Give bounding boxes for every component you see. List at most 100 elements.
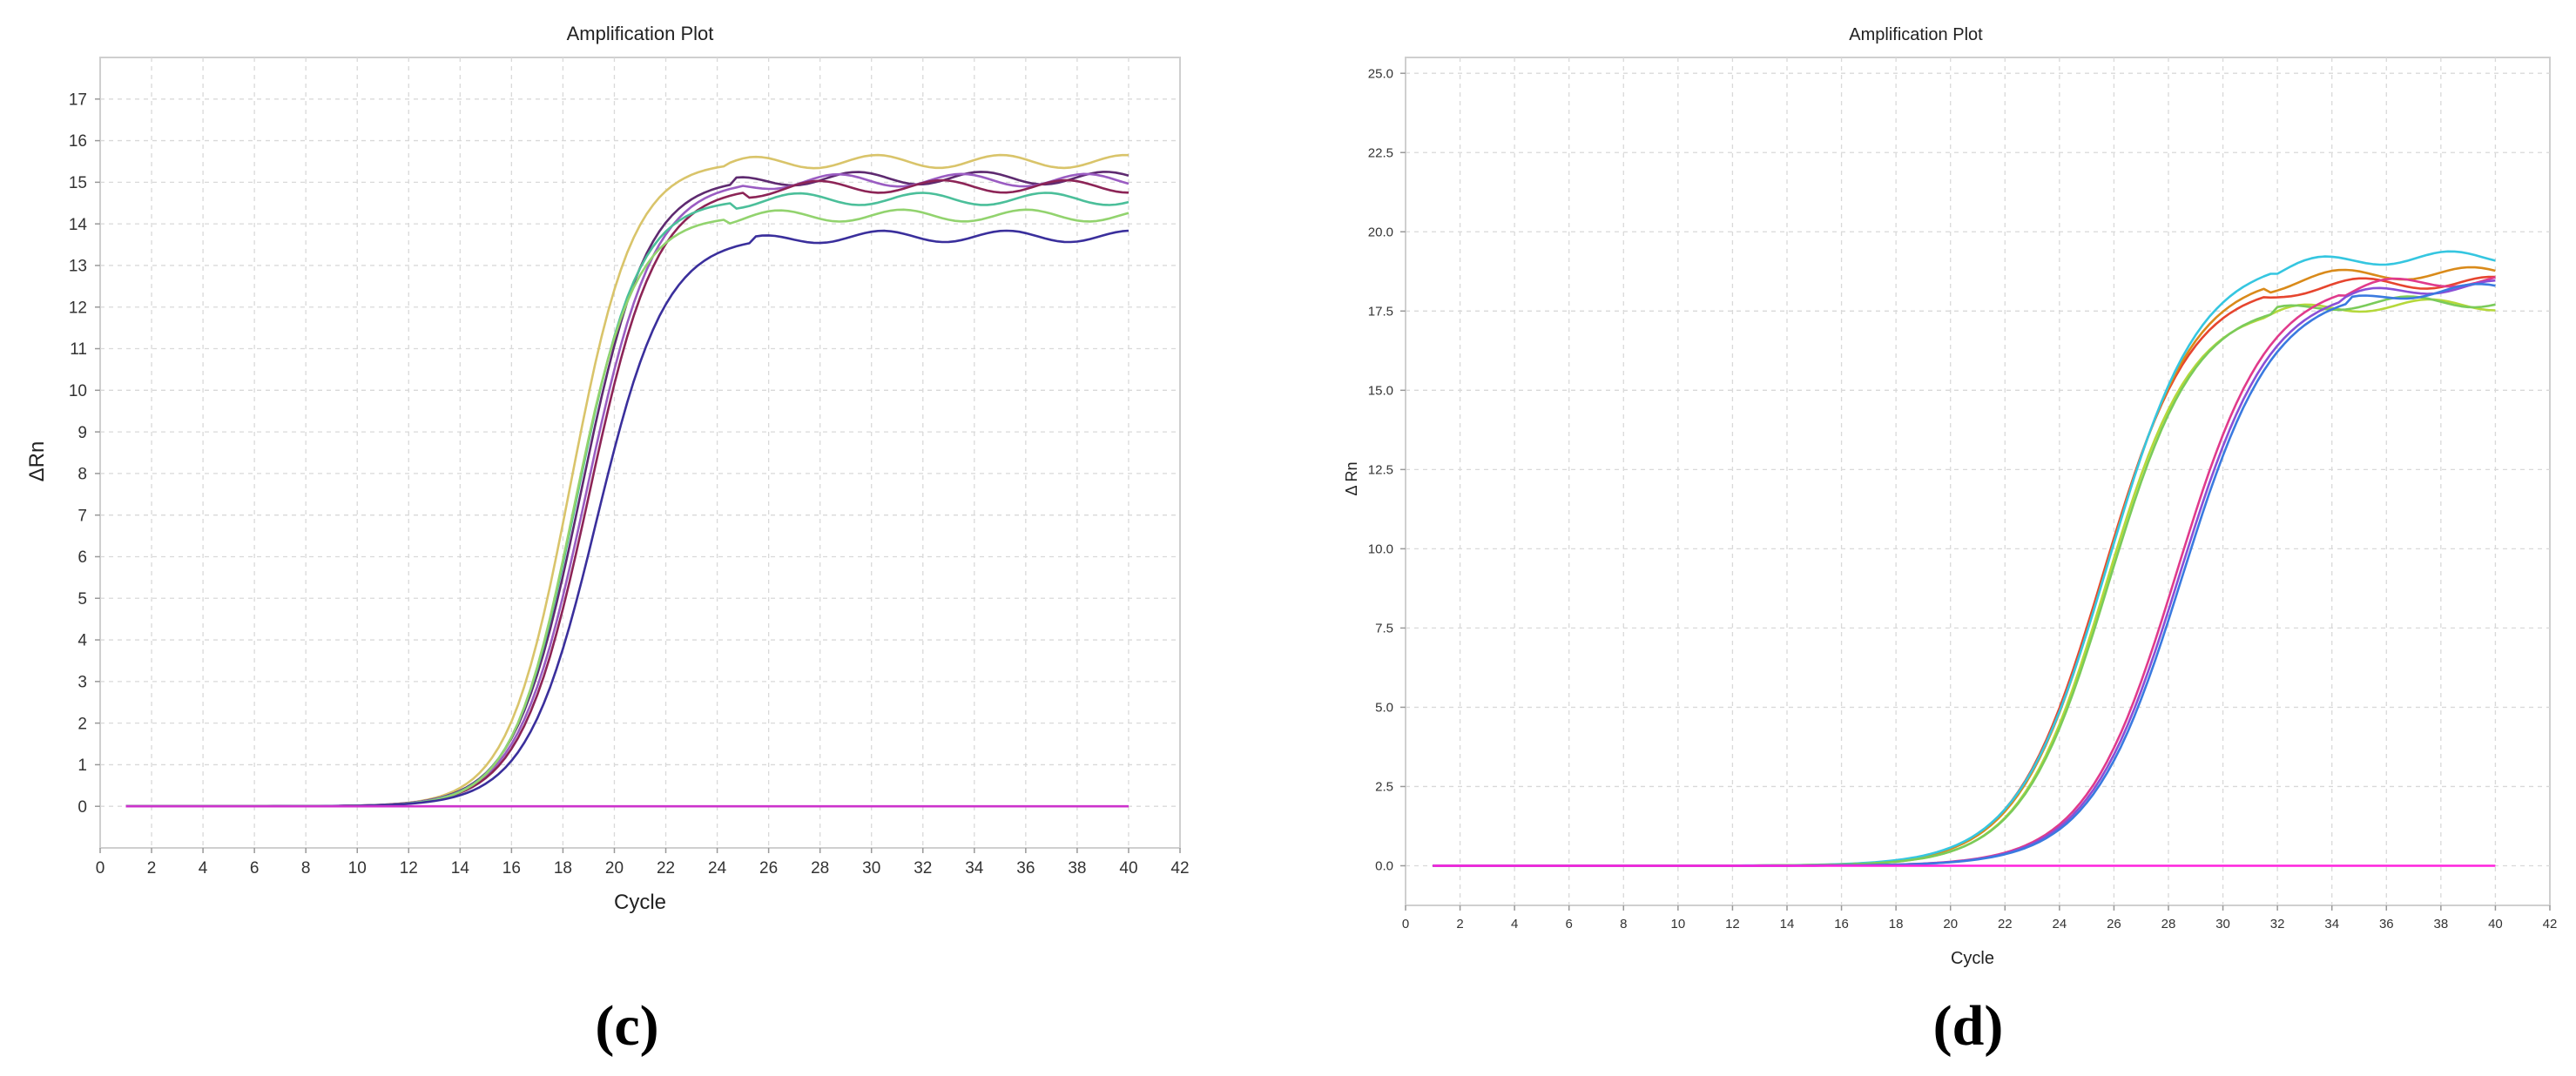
chart-title-c: Amplification Plot [567, 23, 714, 44]
series-line [1433, 250, 2496, 867]
y-tick-label: 4 [78, 632, 87, 650]
x-tick-label: 12 [1725, 917, 1740, 931]
x-tick-label: 20 [605, 859, 624, 878]
x-tick-label: 30 [862, 859, 880, 878]
plot-frame-d [1405, 57, 2551, 906]
x-tick-label: 18 [554, 859, 572, 878]
y-tick-label: 12 [69, 299, 87, 317]
y-tick-label: 1 [78, 757, 87, 775]
x-tick-label: 26 [2107, 917, 2121, 931]
y-tick-label: 3 [78, 673, 87, 691]
x-tick-label: 6 [250, 859, 260, 878]
x-tick-label: 0 [1402, 917, 1409, 931]
series-line [125, 178, 1130, 808]
y-tick-label: 12.5 [1368, 463, 1393, 478]
y-tick-label: 7 [78, 507, 87, 525]
x-tick-label: 28 [811, 859, 829, 878]
x-tick-label: 2 [1456, 917, 1463, 931]
x-tick-label: 24 [2053, 917, 2067, 931]
panel-c: Amplification Plot 0 2 4 6 8 10 12 14 16 18 20 22 24… [25, 23, 1190, 1058]
x-axis-label-d: Cycle [1951, 949, 1994, 968]
x-tick-label: 0 [96, 859, 105, 878]
y-tick-label: 22.5 [1368, 145, 1393, 160]
y-tick-label: 14 [69, 216, 88, 234]
y-tick-label: 16 [69, 132, 87, 151]
x-ticks-d: 0 2 4 6 8 10 12 14 16 18 20 22 24 26 28 30 32 34 36 38 40 42 [1402, 905, 2558, 931]
x-tick-label: 14 [1780, 917, 1795, 931]
y-tick-label: 25.0 [1368, 66, 1393, 81]
x-tick-label: 16 [502, 859, 521, 878]
x-tick-label: 34 [965, 859, 984, 878]
y-tick-label: 10.0 [1368, 542, 1393, 557]
y-tick-label: 17.5 [1368, 305, 1393, 319]
grid-d [1406, 57, 2550, 905]
x-tick-label: 26 [759, 859, 778, 878]
x-tick-label: 40 [1119, 859, 1137, 878]
x-tick-label: 40 [2488, 917, 2503, 931]
y-tick-label: 9 [78, 424, 87, 442]
x-tick-label: 8 [1620, 917, 1627, 931]
x-tick-label: 32 [2270, 917, 2285, 931]
x-tick-label: 10 [1671, 917, 1686, 931]
y-tick-label: 15 [69, 174, 87, 192]
y-tick-label: 8 [78, 466, 87, 484]
x-tick-label: 2 [147, 859, 157, 878]
x-tick-label: 38 [2434, 917, 2449, 931]
y-tick-label: 11 [70, 340, 87, 359]
x-tick-label: 30 [2215, 917, 2230, 931]
y-tick-label: 5 [78, 590, 87, 609]
plot-frame-c [99, 57, 1181, 849]
y-tick-label: 7.5 [1375, 622, 1393, 636]
panel-d: Amplification Plot 0 2 4 6 8 10 12 14 16 18 20 22 24… [1343, 25, 2557, 1058]
series-line [1433, 266, 2496, 867]
x-ticks-c: 0 2 4 6 8 10 12 14 16 18 20 22 24 26 28 30 32 34 36 38 40 42 [96, 848, 1190, 878]
x-tick-label: 42 [1170, 859, 1189, 878]
x-tick-label: 42 [2543, 917, 2558, 931]
y-tick-label: 20.0 [1368, 225, 1393, 240]
panel-label-c: (c) [595, 994, 658, 1058]
y-tick-label: 6 [78, 548, 87, 567]
y-tick-label: 5.0 [1375, 701, 1393, 716]
series-line [125, 229, 1130, 808]
series-c [125, 153, 1130, 808]
chart-title-d: Amplification Plot [1849, 25, 1983, 44]
x-tick-label: 32 [914, 859, 932, 878]
y-tick-label: 17 [69, 91, 87, 109]
x-tick-label: 22 [657, 859, 675, 878]
y-axis-label-c: ΔRn [25, 441, 49, 482]
x-tick-label: 12 [400, 859, 418, 878]
x-tick-label: 14 [451, 859, 470, 878]
y-tick-label: 10 [69, 382, 87, 400]
series-line [125, 192, 1130, 808]
series-d [1433, 250, 2496, 867]
series-line [125, 171, 1130, 808]
x-tick-label: 6 [1566, 917, 1573, 931]
series-line [1433, 276, 2496, 867]
x-axis-label-c: Cycle [614, 891, 666, 914]
y-tick-label: 15.0 [1368, 384, 1393, 399]
series-line [1433, 275, 2496, 867]
series-line [1433, 279, 2496, 867]
x-tick-label: 20 [1943, 917, 1958, 931]
x-tick-label: 22 [1998, 917, 2013, 931]
series-line [1433, 282, 2496, 867]
x-tick-label: 24 [708, 859, 727, 878]
y-tick-label: 0 [78, 798, 87, 817]
x-tick-label: 28 [2161, 917, 2176, 931]
grid-c [100, 57, 1180, 848]
series-line [1433, 295, 2496, 867]
series-line [125, 153, 1129, 808]
y-tick-label: 2.5 [1375, 780, 1393, 795]
series-line [125, 172, 1130, 808]
x-tick-label: 18 [1889, 917, 1904, 931]
y-tick-label: 0.0 [1375, 859, 1393, 874]
y-axis-label-d: Δ Rn [1343, 461, 1360, 495]
x-tick-label: 4 [1511, 917, 1518, 931]
y-ticks-d: 0.0 2.5 5.0 7.5 10.0 12.5 15.0 17.5 20.0 22.5 25.0 [1368, 66, 1406, 874]
x-tick-label: 34 [2324, 917, 2339, 931]
x-tick-label: 8 [301, 859, 311, 878]
x-tick-label: 4 [199, 859, 208, 878]
x-tick-label: 10 [348, 859, 367, 878]
